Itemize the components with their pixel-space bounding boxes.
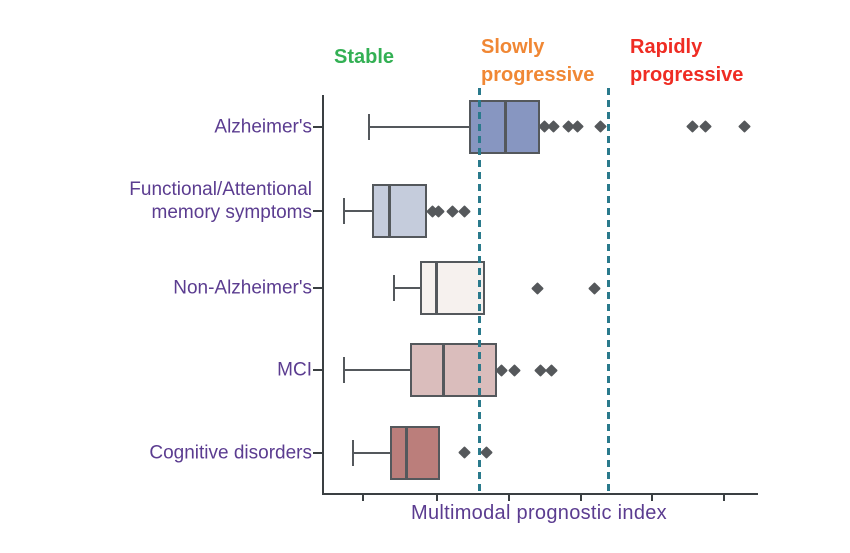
outlier-point bbox=[685, 120, 699, 134]
category-label-line: Cognitive disorders bbox=[149, 442, 312, 464]
whisker-cap bbox=[352, 439, 355, 466]
median-line bbox=[388, 186, 392, 237]
median-line bbox=[504, 101, 508, 152]
outlier-point bbox=[495, 363, 509, 377]
zone-label-slowly-progressive: Slowly progressive bbox=[481, 36, 595, 86]
box bbox=[372, 184, 427, 239]
box bbox=[409, 343, 498, 398]
box bbox=[389, 425, 440, 480]
x-axis-tick bbox=[722, 493, 725, 501]
y-axis-tick bbox=[313, 451, 322, 454]
whisker-cap bbox=[342, 198, 345, 225]
zone-divider-line bbox=[607, 88, 611, 493]
category-label-line: Alzheimer's bbox=[214, 116, 312, 138]
median-line bbox=[442, 345, 446, 396]
outlier-point bbox=[507, 363, 521, 377]
category-label: Non-Alzheimer's bbox=[173, 277, 312, 300]
category-label-line: Non-Alzheimer's bbox=[173, 277, 312, 299]
zone-label-stable: Stable bbox=[334, 46, 395, 68]
whisker-line bbox=[393, 287, 420, 290]
y-axis-tick bbox=[313, 125, 322, 128]
outlier-point bbox=[457, 446, 471, 460]
x-axis-tick bbox=[436, 493, 438, 501]
whisker-line bbox=[369, 125, 469, 128]
whisker-line bbox=[343, 369, 410, 372]
outlier-point bbox=[593, 120, 607, 134]
y-axis-tick bbox=[313, 287, 322, 290]
median-line bbox=[435, 263, 439, 314]
box bbox=[419, 261, 485, 316]
outlier-point bbox=[570, 120, 584, 134]
outlier-point bbox=[480, 446, 494, 460]
whisker-cap bbox=[392, 275, 395, 302]
whisker-cap bbox=[342, 357, 345, 384]
category-label: MCI bbox=[277, 359, 312, 382]
category-label-line: Functional/Attentional bbox=[129, 179, 312, 201]
outlier-point bbox=[457, 204, 471, 218]
whisker-cap bbox=[368, 113, 371, 140]
outlier-point bbox=[698, 120, 712, 134]
y-axis-tick bbox=[313, 210, 322, 213]
outlier-point bbox=[588, 281, 602, 295]
category-label-line: memory symptoms bbox=[151, 202, 312, 224]
outlier-point bbox=[530, 281, 544, 295]
outlier-point bbox=[445, 204, 459, 218]
outlier-point bbox=[737, 120, 751, 134]
outlier-point bbox=[546, 120, 560, 134]
x-axis-tick bbox=[361, 493, 364, 501]
x-axis-tick bbox=[580, 493, 583, 501]
zone-label-rapidly-progressive: Rapidly progressive bbox=[630, 36, 744, 86]
whisker-line bbox=[353, 451, 390, 454]
plot-area bbox=[322, 95, 758, 495]
category-label: Alzheimer's bbox=[214, 115, 312, 138]
y-axis-tick bbox=[313, 369, 322, 372]
whisker-line bbox=[343, 210, 373, 213]
category-label-line: MCI bbox=[277, 359, 312, 381]
x-axis-title: Multimodal prognostic index bbox=[410, 502, 667, 524]
zone-divider-line bbox=[477, 88, 481, 493]
outlier-point bbox=[545, 363, 559, 377]
category-label: Functional/Attentional memory symptoms bbox=[129, 178, 312, 224]
x-axis-tick bbox=[508, 493, 511, 501]
category-label: Cognitive disorders bbox=[149, 441, 312, 464]
median-line bbox=[405, 427, 409, 478]
x-axis-tick bbox=[650, 493, 653, 501]
